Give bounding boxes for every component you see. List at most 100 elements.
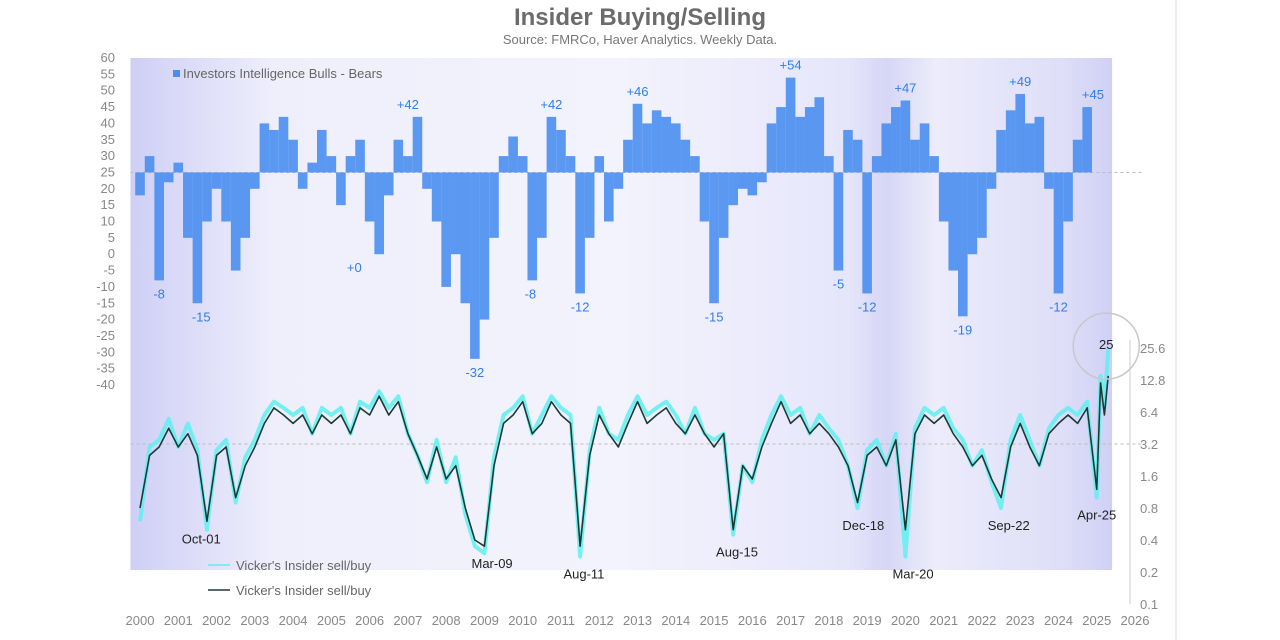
bulls-bears-bar [737, 172, 748, 189]
bulls-bears-bar [173, 162, 184, 173]
left-axis-tick-label: 45 [101, 99, 115, 114]
bulls-bears-bar [412, 116, 423, 173]
bulls-bears-bar [891, 107, 901, 173]
bulls-bears-bar [316, 129, 327, 173]
bulls-bears-bar [929, 156, 939, 173]
bulls-bears-bar [546, 116, 557, 173]
left-axis-tick-label: -20 [96, 312, 115, 327]
right-axis-tick-label: 0.4 [1140, 533, 1158, 548]
bulls-bears-bar [910, 139, 920, 173]
bulls-bears-bar [374, 172, 384, 255]
x-axis-tick-label: 2023 [1006, 613, 1035, 628]
insider-annotation: Aug-15 [716, 545, 758, 560]
insider-annotation: Oct-01 [182, 531, 221, 546]
legend-label-weekly: Vicker's Insider sell/buy [236, 558, 372, 573]
left-axis-tick-label: -40 [96, 377, 115, 392]
x-axis-tick-label: 2005 [317, 613, 346, 628]
right-axis-tick-label: 6.4 [1140, 405, 1158, 420]
bulls-bears-annotation: -8 [525, 286, 537, 301]
left-axis-tick-label: 5 [108, 230, 115, 245]
bulls-bears-bar [977, 172, 987, 238]
x-axis-tick-label: 2009 [470, 613, 499, 628]
bulls-bears-bar [364, 172, 375, 222]
x-axis-tick-label: 2018 [814, 613, 843, 628]
bulls-bears-bar [355, 139, 365, 173]
bulls-bears-bar [575, 172, 585, 294]
bulls-bears-bar [1015, 93, 1026, 173]
bulls-bears-bar [632, 103, 643, 173]
insider-annotation: Dec-18 [842, 518, 884, 533]
x-axis-tick-label: 2015 [700, 613, 729, 628]
bulls-bears-bar [288, 139, 298, 173]
bulls-bears-bar [958, 172, 968, 317]
x-axis-tick-label: 2012 [585, 613, 614, 628]
bulls-bears-annotation: -15 [705, 309, 724, 324]
x-axis-tick-label: 2017 [776, 613, 805, 628]
right-axis-tick-label: 0.8 [1140, 501, 1158, 516]
bulls-bears-bar [776, 107, 786, 173]
left-axis-tick-label: 60 [101, 50, 115, 65]
x-axis-tick-label: 2008 [432, 613, 461, 628]
bulls-bears-bar [1024, 123, 1035, 173]
bulls-bears-bar [862, 172, 872, 294]
x-axis-tick-label: 2007 [393, 613, 422, 628]
x-axis-tick-label: 2003 [240, 613, 269, 628]
bulls-bears-bar [498, 156, 509, 173]
bulls-bears-bar [948, 172, 959, 271]
peak-callout-label: 25 [1099, 337, 1113, 352]
left-axis-tick-label: -5 [103, 263, 115, 278]
bulls-bears-bar [154, 172, 164, 281]
bulls-bears-bar [1072, 139, 1083, 173]
bulls-bears-bar [326, 156, 337, 173]
bulls-bears-bar [163, 172, 174, 183]
bulls-bears-bar [881, 123, 892, 173]
bulls-bears-annotation: -19 [953, 322, 972, 337]
bulls-bears-annotation: -12 [858, 299, 877, 314]
right-axis-tick-label: 0.1 [1140, 597, 1158, 612]
x-axis-tick-label: 2020 [891, 613, 920, 628]
bulls-bears-bar [192, 172, 203, 304]
bulls-bears-bar [135, 172, 145, 196]
left-axis-tick-label: -25 [96, 328, 115, 343]
bulls-bears-bar [527, 172, 538, 281]
insider-annotation: Apr-25 [1077, 508, 1116, 523]
bulls-bears-bar [393, 139, 404, 173]
bulls-bears-bar [470, 172, 480, 359]
x-axis-tick-label: 2021 [929, 613, 958, 628]
right-axis-tick-label: 12.8 [1140, 373, 1165, 388]
left-axis-tick-label: 35 [101, 132, 115, 147]
bulls-bears-bar [623, 139, 633, 173]
bulls-bears-bar [211, 172, 222, 189]
bulls-bears-bar [699, 172, 710, 222]
bulls-bears-bar [221, 172, 231, 222]
bulls-bears-bar [508, 136, 518, 173]
bulls-bears-bar [718, 172, 729, 238]
bulls-bears-bar [642, 123, 652, 173]
bulls-bears-bar [824, 156, 834, 173]
bulls-bears-bar [1034, 116, 1045, 173]
left-axis-tick-label: 50 [101, 83, 115, 98]
bulls-bears-bar [728, 172, 738, 206]
bulls-bears-bar [795, 116, 805, 173]
bulls-bears-bar [996, 129, 1006, 173]
bulls-bears-annotation: -12 [1049, 299, 1068, 314]
bulls-bears-bar [240, 172, 251, 238]
x-axis-tick-label: 2024 [1044, 613, 1073, 628]
left-axis-tick-label: -30 [96, 344, 115, 359]
bulls-bears-annotation: -15 [192, 309, 211, 324]
peak-callout-circle [1072, 312, 1140, 380]
bulls-bears-bar [843, 129, 853, 173]
bulls-bears-bar [584, 172, 595, 238]
bulls-bears-bar [297, 172, 308, 189]
legend-label-smoothed: Vicker's Insider sell/buy [236, 583, 372, 598]
x-axis-tick-label: 2001 [164, 613, 193, 628]
bulls-bears-bar [250, 172, 260, 189]
bulls-bears-bar [269, 129, 279, 173]
x-axis-tick-label: 2013 [623, 613, 652, 628]
bulls-bears-bar [336, 172, 346, 206]
bulls-bears-bar [986, 172, 997, 189]
bulls-bears-bar [517, 156, 528, 173]
bulls-bears-annotation: -32 [465, 365, 484, 380]
left-axis-tick-label: 25 [101, 164, 115, 179]
bulls-bears-annotation: -8 [153, 286, 165, 301]
